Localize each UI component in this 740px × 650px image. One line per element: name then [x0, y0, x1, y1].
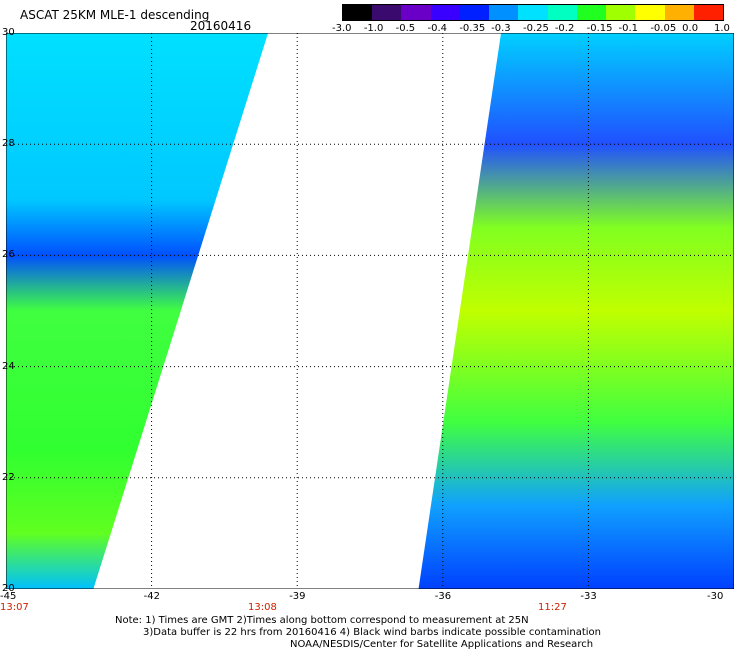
note-line-1: Note: 1) Times are GMT 2)Times along bot… — [115, 615, 529, 626]
colorbar-tick-label: -0.2 — [554, 23, 575, 34]
latitude-label: 20 — [2, 583, 15, 594]
colorbar-swatch — [401, 5, 431, 20]
colorbar-swatch — [606, 5, 636, 20]
latitude-label: 30 — [2, 27, 15, 38]
colorbar-tick-label: -0.5 — [395, 23, 416, 34]
colorbar-tick-label: 0.0 — [682, 23, 699, 34]
colorbar-tick-label: -1.0 — [363, 23, 384, 34]
colorbar-tick-label: -0.05 — [650, 23, 677, 34]
longitude-label: -36 — [434, 591, 452, 602]
colorbar-swatch — [489, 5, 519, 20]
note-line-2: 3)Data buffer is 22 hrs from 20160416 4)… — [143, 627, 601, 638]
colorbar-swatch — [664, 5, 694, 20]
longitude-label: -33 — [580, 591, 597, 602]
longitude-label: -45 — [0, 591, 17, 602]
map-title: ASCAT 25KM MLE-1 descending — [20, 8, 210, 22]
colorbar-swatch — [547, 5, 577, 20]
latitude-label: 28 — [2, 138, 15, 150]
longitude-label: -30 — [707, 591, 724, 602]
map-date: 20160416 — [190, 19, 252, 33]
latitude-label: 26 — [2, 249, 15, 261]
longitude-label: -42 — [143, 591, 160, 602]
colorbar-tick-label: -0.3 — [491, 23, 511, 34]
right-swath — [418, 33, 734, 589]
time-label: 13:08 — [248, 602, 277, 613]
colorbar-tick-label: -0.15 — [586, 23, 613, 34]
colorbar — [342, 4, 724, 21]
colorbar-swatch — [372, 5, 402, 20]
longitude-label: -39 — [289, 591, 306, 602]
wind-map — [6, 33, 734, 589]
colorbar-swatch — [459, 5, 490, 20]
latitude-label: 22 — [2, 471, 15, 483]
left-swath — [6, 33, 269, 589]
colorbar-tick-label: -0.35 — [459, 23, 486, 34]
colorbar-tick-label: -3.0 — [332, 23, 352, 34]
colorbar-tick-label: -0.4 — [427, 23, 448, 34]
colorbar-swatch — [693, 5, 724, 20]
grid-lines — [6, 33, 734, 589]
colorbar-swatch — [635, 5, 665, 20]
colorbar-swatch — [518, 5, 548, 20]
colorbar-tick-label: -0.25 — [523, 23, 549, 34]
note-line-3: NOAA/NESDIS/Center for Satellite Applica… — [290, 639, 594, 650]
latitude-label: 24 — [2, 360, 15, 372]
colorbar-tick-label: 1.0 — [714, 23, 730, 34]
colorbar-swatch — [430, 5, 460, 20]
time-label: 13:07 — [0, 602, 29, 613]
time-label: 11:27 — [538, 602, 567, 613]
colorbar-swatch — [576, 5, 607, 20]
colorbar-tick-label: -0.1 — [618, 23, 639, 34]
colorbar-swatch — [343, 5, 373, 20]
swath-layer — [6, 33, 734, 589]
